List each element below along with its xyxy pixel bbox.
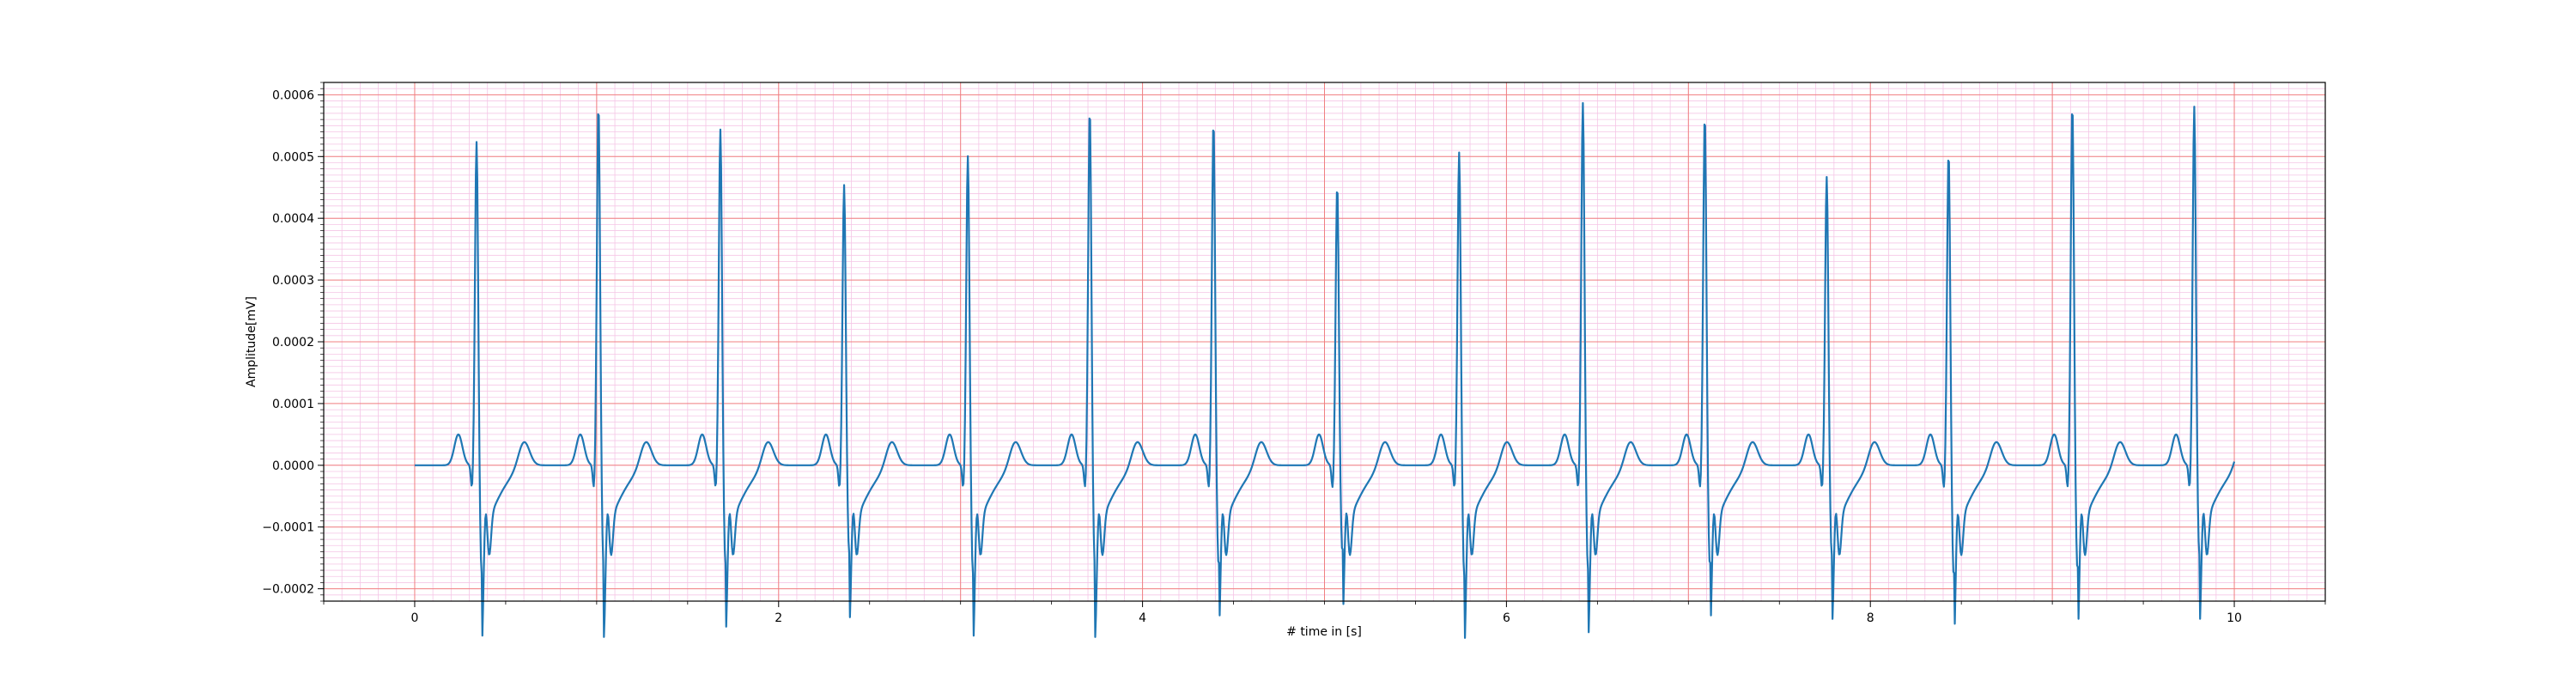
y-tick-label: 0.0006 [272,88,314,102]
y-tick-label: −0.0001 [262,521,314,535]
major-grid [324,82,2325,601]
series-layer [414,101,2236,639]
y-tick-label: 0.0005 [272,150,314,164]
x-axis-ticks: 0 2 4 6 8 10 [323,601,2326,625]
y-axis-ticks: −0.0002 −0.0001 0.0000 0.0001 0.0002 0.0003 0.… [262,82,324,602]
y-tick-label: 0.0002 [272,336,314,350]
y-axis-label: Amplitude[mV] [245,296,258,387]
x-tick-label: 8 [1867,611,1874,625]
x-tick-label: 10 [2227,611,2242,625]
y-tick-label: 0.0004 [272,212,314,226]
y-tick-label: 0.0003 [272,274,314,288]
x-tick-label: 6 [1503,611,1510,625]
y-tick-label: 0.0000 [272,459,314,473]
y-tick-label: 0.0001 [272,398,314,411]
ecg-series-line [414,101,2236,639]
x-tick-label: 4 [1139,611,1146,625]
x-tick-label: 0 [410,611,418,625]
x-tick-label: 2 [775,611,782,625]
x-axis-label: # time in [s] [1286,625,1362,639]
y-tick-label: −0.0002 [262,583,314,597]
